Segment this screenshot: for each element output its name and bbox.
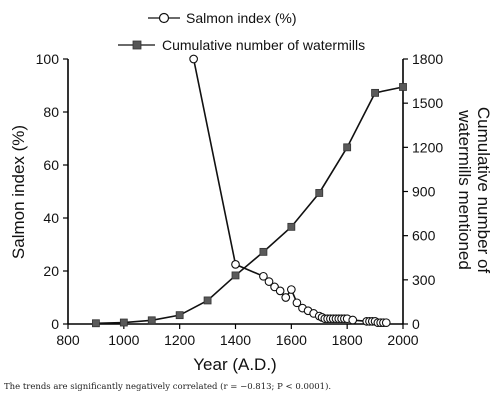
salmon-point bbox=[286, 285, 296, 294]
salmon-point bbox=[381, 318, 391, 328]
legend-watermills-marker bbox=[132, 40, 142, 50]
salmon-point bbox=[259, 271, 268, 281]
y-right-tick-label: 300 bbox=[412, 272, 436, 288]
y-left-tick-label: 0 bbox=[51, 316, 59, 332]
watermills-point bbox=[231, 271, 240, 280]
legend: Salmon index (%) Cumulative number of wa… bbox=[118, 10, 365, 53]
watermills-point bbox=[175, 311, 184, 320]
y-left-axis-title: Salmon index (%) bbox=[9, 125, 28, 259]
x-tick-label: 2000 bbox=[387, 332, 418, 348]
salmon-line bbox=[192, 58, 387, 324]
watermills-point bbox=[147, 316, 156, 325]
y-right-tick-label: 0 bbox=[412, 316, 420, 332]
axes bbox=[67, 59, 404, 325]
figure-caption: The trends are significantly negatively … bbox=[4, 382, 332, 392]
salmon-point bbox=[281, 293, 291, 302]
y-right-tick-label: 900 bbox=[412, 184, 436, 200]
y-right-axis-title: Cumulative number ofwatermills mentioned bbox=[455, 107, 493, 274]
x-tick-label: 1800 bbox=[332, 332, 363, 348]
salmon-point bbox=[348, 315, 358, 325]
y-right-tick-label: 1800 bbox=[412, 51, 443, 67]
y-left-tick-label: 100 bbox=[36, 51, 60, 67]
series-watermills bbox=[92, 83, 407, 328]
watermills-point bbox=[343, 143, 352, 152]
salmon-point bbox=[292, 298, 302, 308]
salmon-point bbox=[275, 286, 285, 296]
watermills-point bbox=[315, 189, 324, 197]
x-tick-label: 1600 bbox=[276, 332, 307, 348]
x-tick-label: 1000 bbox=[108, 332, 139, 348]
x-axis-title: Year (A.D.) bbox=[193, 355, 276, 374]
y-left-tick-label: 80 bbox=[43, 104, 59, 120]
series-salmon bbox=[189, 54, 391, 328]
watermills-point bbox=[371, 88, 379, 97]
watermills-point bbox=[287, 222, 296, 231]
x-tick-label: 1400 bbox=[220, 332, 251, 348]
y-left-tick-label: 20 bbox=[43, 263, 59, 279]
x-tick-label: 800 bbox=[56, 332, 80, 348]
watermills-point bbox=[203, 296, 212, 305]
watermills-line bbox=[95, 86, 404, 325]
ticks: 800 1000 1200 1400 1600 1800 20000204060801000… bbox=[36, 51, 444, 348]
salmon-point bbox=[189, 54, 198, 64]
chart: Salmon index (%) Cumulative number of wa… bbox=[9, 10, 493, 374]
watermills-point bbox=[399, 83, 407, 91]
watermills-point bbox=[92, 319, 100, 328]
y-left-tick-label: 60 bbox=[43, 157, 59, 173]
y-right-axis-title-line: watermills mentioned bbox=[455, 109, 474, 270]
salmon-point bbox=[231, 260, 240, 269]
y-right-tick-label: 600 bbox=[412, 228, 436, 244]
watermills-point bbox=[259, 247, 268, 256]
y-left-tick-label: 40 bbox=[43, 210, 59, 226]
y-right-tick-label: 1200 bbox=[412, 139, 443, 155]
salmon-point bbox=[264, 277, 274, 286]
legend-salmon-label: Salmon index (%) bbox=[186, 10, 297, 26]
x-tick-label: 1200 bbox=[164, 332, 195, 348]
y-right-tick-label: 1500 bbox=[412, 95, 443, 111]
legend-salmon-marker bbox=[158, 12, 170, 24]
legend-watermills-label: Cumulative number of watermills bbox=[162, 37, 365, 53]
y-right-axis-title-line: Cumulative number of bbox=[474, 107, 493, 274]
watermills-point bbox=[119, 318, 128, 327]
